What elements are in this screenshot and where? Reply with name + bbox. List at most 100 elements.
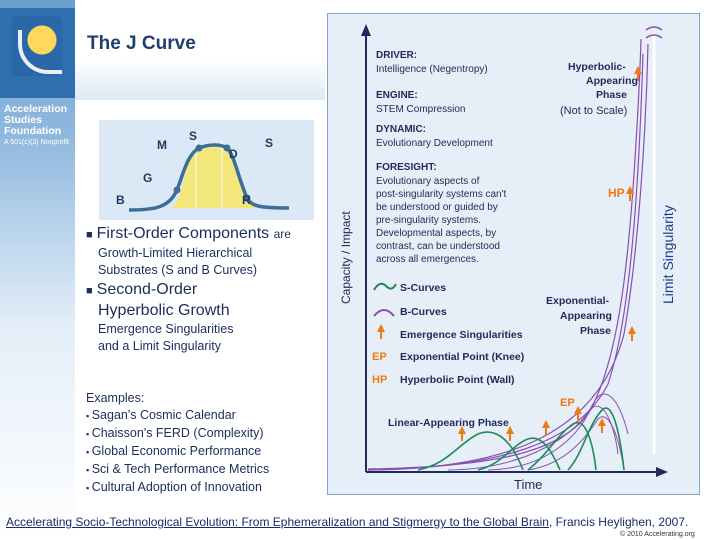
bullet-second-main2: Hyperbolic Growth xyxy=(98,302,230,319)
bullet-second-main1: Second-Order xyxy=(96,281,198,298)
citation-tail: , Francis Heylighen, 2007. xyxy=(548,515,689,529)
foresight-line: across all emergences. xyxy=(376,254,479,265)
j-curve-svg: Capacity / Impact Time Limit Singularity xyxy=(339,24,676,492)
bullet-first-sub2: Substrates (S and B Curves) xyxy=(98,263,258,277)
bullet-first-main: First-Order Components xyxy=(96,225,270,242)
page-title: The J Curve xyxy=(87,33,196,54)
driver-label: DRIVER: xyxy=(376,50,417,61)
legend-ep-key: EP xyxy=(372,351,387,363)
org-name-line3: Foundation xyxy=(4,125,62,137)
legend-emergence: Emergence Singularities xyxy=(400,329,523,341)
emergence-arrows xyxy=(458,66,642,441)
hyper-phase-line4: (Not to Scale) xyxy=(560,105,627,117)
j-curve-figure: Capacity / Impact Time Limit Singularity xyxy=(327,13,700,495)
foresight-line: be understood or guided by xyxy=(376,202,498,213)
legend-b-curve-icon xyxy=(373,309,395,317)
label-s: S xyxy=(189,129,197,143)
hyper-phase-line1: Hyperbolic- xyxy=(568,61,626,73)
s-curve-inset: B G M S D S R xyxy=(99,120,314,220)
header-band xyxy=(75,0,325,100)
arrow-icon xyxy=(574,406,582,414)
arrow-icon xyxy=(458,426,466,434)
examples-list: Examples: Sagan's Cosmic Calendar Chaiss… xyxy=(86,390,269,497)
legend-hp: Hyperbolic Point (Wall) xyxy=(400,374,515,386)
break-mark-icon xyxy=(645,26,663,39)
s-curve xyxy=(567,407,625,471)
hp-marker-label: HP xyxy=(608,186,625,200)
curve-point-d xyxy=(223,144,231,152)
b-curve xyxy=(447,393,629,471)
curve-point-m xyxy=(195,144,203,152)
legend-b-curves: B-Curves xyxy=(400,306,447,318)
dynamic-label: DYNAMIC: xyxy=(376,124,426,135)
linear-phase-label: Linear-Appearing Phase xyxy=(388,417,509,429)
curve-point-g xyxy=(173,186,181,194)
org-subtitle: A 501(c)(3) Nonprofit xyxy=(4,139,69,146)
exp-phase-line3: Phase xyxy=(580,325,611,337)
arrow-shaft xyxy=(629,193,631,201)
logo-sweep-icon xyxy=(18,30,62,74)
citation: Accelerating Socio-Technological Evoluti… xyxy=(6,515,688,529)
b-curve xyxy=(367,43,649,471)
org-logo xyxy=(0,8,75,98)
x-axis-label: Time xyxy=(514,477,542,492)
engine-text: STEM Compression xyxy=(376,104,465,115)
foresight-line: Developmental aspects, by xyxy=(376,228,496,239)
foresight-line: post-singularity systems can't xyxy=(376,189,507,200)
legend-s-curves: S-Curves xyxy=(400,282,446,294)
legend-s-curve-icon xyxy=(373,282,397,291)
example-item: Global Economic Performance xyxy=(86,443,269,461)
bullet-second-order: ■ Second-Order Hyperbolic Growth xyxy=(86,280,230,320)
hyper-phase-line3: Phase xyxy=(596,89,627,101)
bullet-second-sub1: Emergence Singularities xyxy=(98,322,234,336)
x-axis-arrow-icon xyxy=(656,467,668,477)
bullet-first-order: ■ First-Order Components are xyxy=(86,224,291,245)
b-curve xyxy=(527,416,624,471)
bullet-second-sub2: and a Limit Singularity xyxy=(98,339,221,353)
foresight-line: Evolutionary aspects of xyxy=(376,176,480,187)
b-curve xyxy=(487,405,619,471)
arrow-shaft xyxy=(509,433,511,441)
y-axis-arrow-icon xyxy=(361,24,371,36)
example-item: Sci & Tech Performance Metrics xyxy=(86,461,270,479)
arrow-icon xyxy=(628,326,636,334)
arrow-shaft xyxy=(461,433,463,441)
arrow-shaft xyxy=(601,425,603,433)
bullet-square-icon: ■ xyxy=(86,285,93,297)
legend-arrow-icon xyxy=(377,324,385,332)
arrow-icon xyxy=(542,420,550,428)
foresight-line: contrast, can be understood xyxy=(376,241,500,252)
hyper-phase-line2: Appearing xyxy=(586,75,638,87)
label-d: D xyxy=(229,147,238,161)
legend-arrow-shaft xyxy=(380,331,382,339)
bullet-first-sub: Growth-Limited Hierarchical Substrates (… xyxy=(98,245,257,279)
legend: S-Curves B-Curves Emergence Singularitie… xyxy=(372,282,524,386)
citation-link[interactable]: Accelerating Socio-Technological Evoluti… xyxy=(6,515,549,529)
arrow-icon xyxy=(598,418,606,426)
foresight-label: FORESIGHT: xyxy=(376,162,437,173)
engine-label: ENGINE: xyxy=(376,90,418,101)
bullet-first-sub1: Growth-Limited Hierarchical xyxy=(98,246,253,260)
org-name-line1: Acceleration xyxy=(4,103,68,115)
example-item: Sagan's Cosmic Calendar xyxy=(86,407,269,425)
label-m: M xyxy=(157,138,167,152)
arrow-shaft xyxy=(545,427,547,435)
label-g: G xyxy=(143,171,152,185)
org-name: Acceleration Studies Foundation xyxy=(4,104,76,137)
legend-ep: Exponential Point (Knee) xyxy=(400,351,524,363)
limit-singularity-label: Limit Singularity xyxy=(660,205,676,304)
label-r: R xyxy=(242,193,251,207)
example-item: Cultural Adoption of Innovation xyxy=(86,479,269,497)
s-curve-diagram: B G M S D S R xyxy=(116,129,290,212)
copyright: © 2010 Accelerating.org xyxy=(620,531,695,538)
foresight-line: pre-singularity systems. xyxy=(376,215,481,226)
s-curve xyxy=(477,437,561,471)
b-curve xyxy=(367,53,644,471)
y-axis-label: Capacity / Impact xyxy=(339,211,353,304)
driver-text: Intelligence (Negentropy) xyxy=(376,64,488,75)
arrow-icon xyxy=(626,186,634,194)
s-curve xyxy=(527,421,597,471)
exp-phase-line2: Appearing xyxy=(560,310,612,322)
label-s2: S xyxy=(265,136,273,150)
bullet-square-icon: ■ xyxy=(86,229,93,241)
